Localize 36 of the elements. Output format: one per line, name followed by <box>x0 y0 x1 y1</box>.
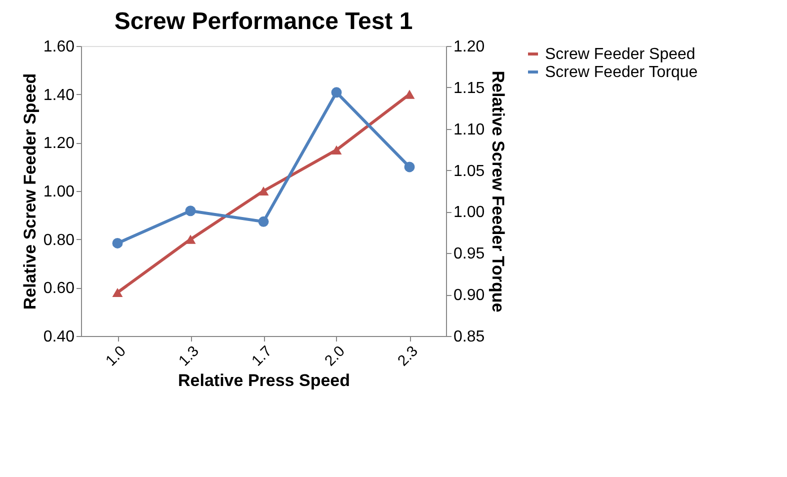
x-tick-label: 1.7 <box>248 342 276 370</box>
x-tick-label: 1.3 <box>176 342 202 370</box>
y2-tick-label: 0.90 <box>454 287 485 304</box>
point <box>185 206 196 216</box>
y-tick-label: 0.60 <box>43 280 75 298</box>
x-tick-label: 1.0 <box>102 342 130 370</box>
point <box>185 234 196 244</box>
point <box>258 216 269 227</box>
y-tick-label: 1.00 <box>43 184 75 200</box>
point <box>112 238 123 248</box>
legend-label: Screw Feeder Torque <box>545 64 698 81</box>
point <box>404 90 415 99</box>
y-tick-label: 0.80 <box>43 232 75 249</box>
point <box>331 145 342 154</box>
y2-tick-label: 1.10 <box>454 121 485 138</box>
y2-tick-label: 0.85 <box>454 328 485 346</box>
y-tick-label: 1.60 <box>43 38 75 56</box>
y-tick-label: 0.40 <box>43 328 75 346</box>
x-tick-label: 2.0 <box>322 342 348 370</box>
chart-title: Screw Performance Test 1 <box>114 8 413 35</box>
x-axis-title: Relative Press Speed <box>178 370 350 390</box>
legend-label: Screw Feeder Speed <box>545 46 696 63</box>
y-axis-title: Relative Screw Feeder Speed <box>20 73 40 310</box>
point <box>258 186 269 196</box>
y-tick-label: 1.40 <box>43 86 75 104</box>
y2-tick-label: 1.05 <box>454 162 485 180</box>
point <box>404 162 415 172</box>
y2-tick-label: 0.95 <box>454 246 485 263</box>
point <box>112 288 123 298</box>
y2-tick-label: 1.20 <box>454 38 485 56</box>
y2-tick-label: 1.00 <box>454 204 485 222</box>
y2-axis-title: Relative Screw Feeder Torque <box>488 70 508 312</box>
y-tick-label: 1.20 <box>43 135 75 152</box>
point <box>331 87 342 98</box>
y2-tick-label: 1.15 <box>454 80 485 97</box>
x-tick-label: 2.3 <box>394 342 422 370</box>
